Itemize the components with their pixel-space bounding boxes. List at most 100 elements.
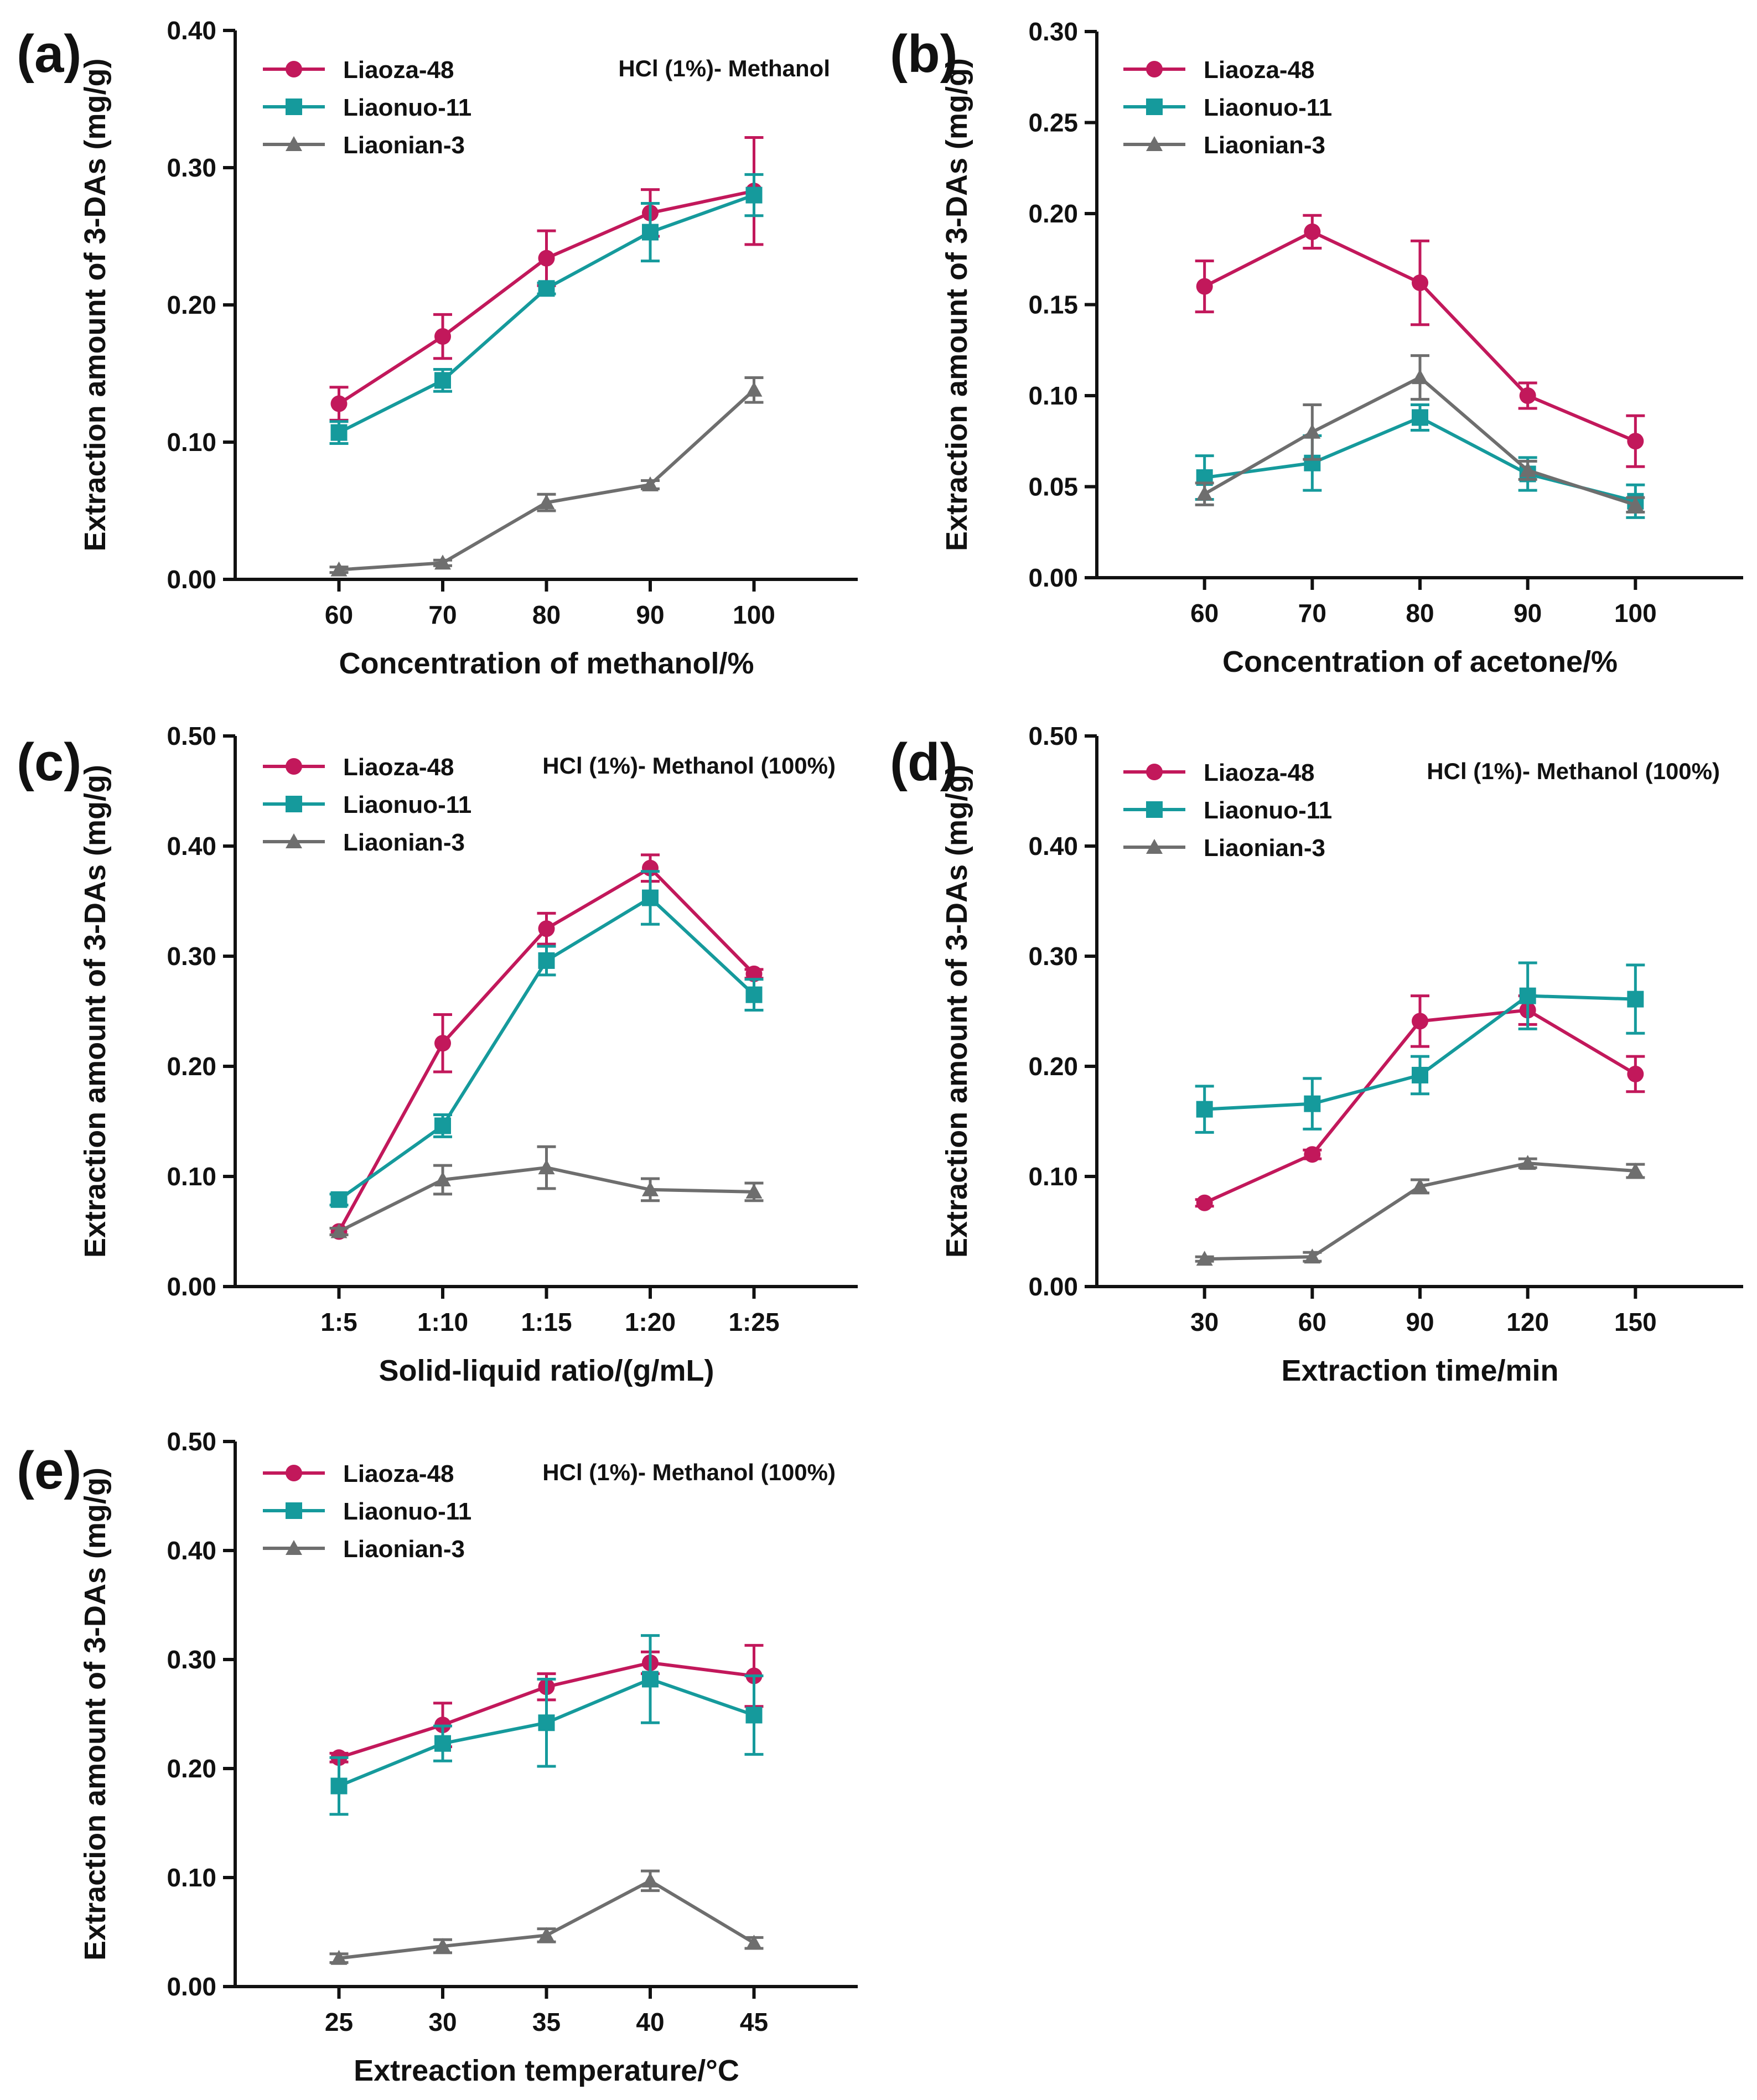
y-tick-label: 0.50 xyxy=(1028,722,1078,750)
data-point xyxy=(642,1181,659,1196)
x-tick-label: 1:20 xyxy=(625,1308,676,1336)
data-point xyxy=(434,328,451,345)
data-point xyxy=(538,1714,555,1731)
legend-marker xyxy=(286,1540,302,1555)
x-axis-title: Concentration of methanol/% xyxy=(339,647,754,680)
y-tick-label: 0.30 xyxy=(167,1645,216,1674)
legend-label: Liaonian-3 xyxy=(343,132,465,159)
data-point xyxy=(538,920,555,937)
data-point xyxy=(745,986,763,1003)
y-tick-label: 0.00 xyxy=(167,1972,216,2001)
legend-label: Liaonian-3 xyxy=(343,1536,465,1563)
data-point xyxy=(745,1935,763,1950)
data-point xyxy=(1627,1065,1644,1082)
legend-marker xyxy=(286,98,302,115)
legend-marker xyxy=(286,1465,302,1481)
y-tick-label: 0.15 xyxy=(1028,291,1078,319)
data-point xyxy=(1519,1155,1536,1170)
y-tick-label: 0.00 xyxy=(1028,563,1078,592)
legend-label: Liaonuo-11 xyxy=(1204,94,1332,121)
chart-panel-d: (d) 0.00 0.10 0.20 0.30 0.40 0.50 30 60 90 120 150 E… xyxy=(890,722,1743,1387)
x-tick-label: 60 xyxy=(325,600,353,629)
series-liaonian-3 xyxy=(1195,1155,1645,1266)
condition-annotation: HCl (1%)- Methanol (100%) xyxy=(542,1459,836,1485)
data-point xyxy=(1304,1248,1321,1264)
y-tick-label: 0.10 xyxy=(167,1863,216,1892)
data-point xyxy=(1627,1163,1644,1178)
x-tick-label: 100 xyxy=(1614,599,1657,628)
legend-label: Liaonuo-11 xyxy=(343,94,471,121)
legend-marker xyxy=(1146,136,1163,151)
legend-marker xyxy=(1146,764,1163,780)
x-tick-label: 60 xyxy=(1298,1308,1326,1336)
series-line xyxy=(1204,1162,1636,1261)
data-point xyxy=(434,554,451,570)
y-axis-title: Extraction amount of 3-DAs (mg/g) xyxy=(79,765,112,1258)
data-point xyxy=(1412,369,1428,385)
y-tick-label: 0.20 xyxy=(1028,1052,1078,1081)
series-line xyxy=(339,1879,755,1960)
panel-label: (a) xyxy=(17,24,81,84)
x-tick-label: 30 xyxy=(1190,1308,1219,1336)
data-point xyxy=(745,186,763,204)
legend: Liaoza-48 Liaonuo-11 Liaonian-3 xyxy=(1123,56,1332,159)
y-tick-label: 0.20 xyxy=(167,291,216,319)
legend-label: Liaonian-3 xyxy=(1204,132,1325,159)
legend: Liaoza-48 Liaonuo-11 Liaonian-3 xyxy=(263,56,471,159)
x-axis-title: Solid-liquid ratio/(g/mL) xyxy=(379,1354,714,1387)
x-tick-label: 90 xyxy=(636,600,664,629)
legend: Liaoza-48 Liaonuo-11 Liaonian-3 xyxy=(263,754,471,856)
legend-label: Liaoza-48 xyxy=(343,56,454,84)
data-point xyxy=(538,250,555,267)
condition-annotation: HCl (1%)- Methanol (100%) xyxy=(542,753,836,779)
x-tick-label: 45 xyxy=(740,2008,768,2036)
legend-marker xyxy=(286,61,302,77)
chart-panel-a: (a) 0.00 0.10 0.20 0.30 0.40 60 70 80 90 100 Concen… xyxy=(17,16,858,680)
data-point xyxy=(642,889,659,906)
series-liaonuo-11 xyxy=(329,870,764,1208)
data-point xyxy=(538,1927,555,1942)
legend-label: Liaonian-3 xyxy=(1204,834,1325,862)
x-tick-label: 1:5 xyxy=(320,1308,357,1336)
x-axis-title: Extraction time/min xyxy=(1281,1354,1558,1387)
y-tick-label: 0.20 xyxy=(167,1052,216,1081)
data-point xyxy=(1412,1066,1428,1083)
x-tick-label: 1:15 xyxy=(521,1308,572,1336)
series-liaoza-48 xyxy=(329,136,764,422)
chart-panel-b: (b) 0.00 0.05 0.10 0.15 0.20 0.25 0.30 60 70 80 90 1… xyxy=(890,17,1743,678)
data-point xyxy=(642,224,659,241)
series-liaonian-3 xyxy=(329,376,764,577)
data-point xyxy=(434,1735,451,1752)
data-point xyxy=(330,1949,348,1965)
series-liaonian-3 xyxy=(1195,354,1645,514)
y-tick-label: 0.40 xyxy=(167,832,216,860)
data-point xyxy=(1196,1194,1213,1211)
data-point xyxy=(330,1223,348,1238)
x-tick-label: 60 xyxy=(1190,599,1219,628)
data-point xyxy=(434,372,451,389)
data-point xyxy=(538,494,555,510)
legend-marker xyxy=(286,1502,302,1519)
data-point xyxy=(1412,1178,1428,1193)
data-point xyxy=(434,1117,451,1134)
data-point xyxy=(1304,1146,1321,1163)
data-point xyxy=(642,1872,659,1888)
y-tick-label: 0.05 xyxy=(1028,473,1078,501)
y-tick-label: 0.40 xyxy=(167,16,216,45)
data-point xyxy=(1519,387,1536,404)
series-liaonian-3 xyxy=(329,1869,764,1965)
y-axis-title: Extraction amount of 3-DAs (mg/g) xyxy=(940,765,973,1258)
data-point xyxy=(538,952,555,969)
series-line xyxy=(339,388,755,572)
y-tick-label: 0.40 xyxy=(1028,832,1078,860)
legend-marker xyxy=(1146,61,1163,77)
condition-annotation: HCl (1%)- Methanol (100%) xyxy=(1427,758,1720,784)
data-point xyxy=(1304,423,1321,439)
legend-label: Liaonuo-11 xyxy=(343,791,471,818)
legend-marker xyxy=(1146,98,1163,115)
x-tick-label: 35 xyxy=(532,2008,561,2036)
y-tick-label: 0.00 xyxy=(1028,1272,1078,1301)
data-point xyxy=(330,1777,348,1795)
x-tick-label: 70 xyxy=(1298,599,1326,628)
